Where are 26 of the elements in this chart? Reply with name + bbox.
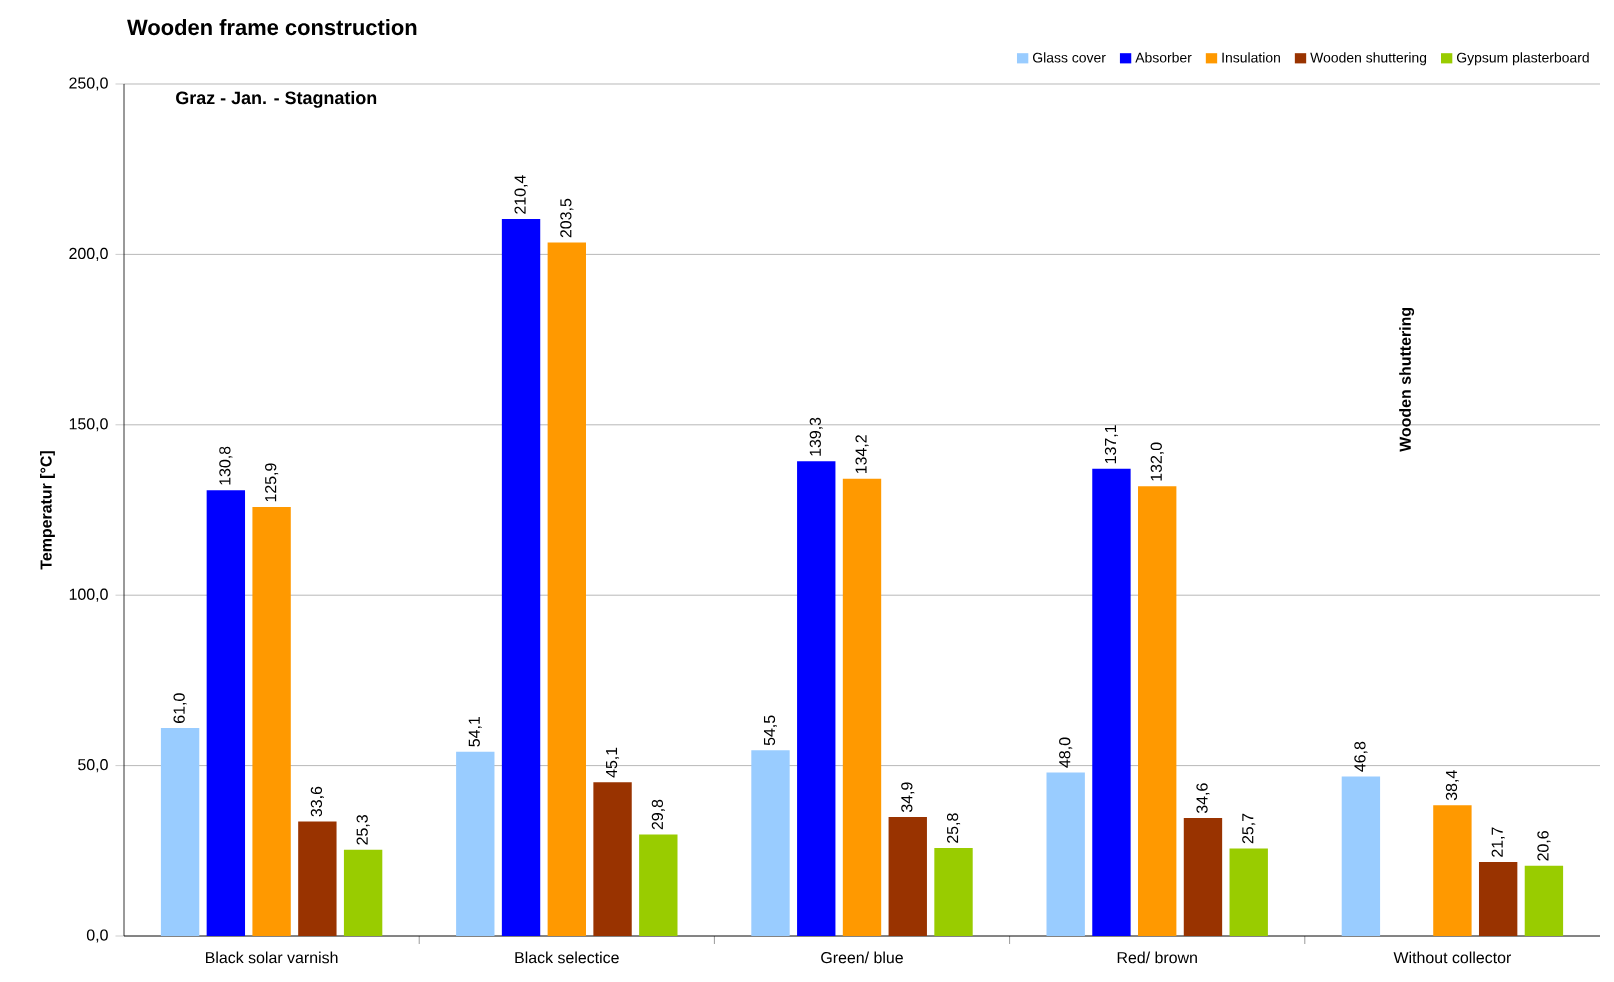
bar	[1183, 818, 1223, 936]
bar	[547, 242, 586, 936]
bar	[160, 728, 200, 936]
bar	[1092, 468, 1131, 936]
bar	[842, 478, 882, 936]
bar	[751, 750, 790, 936]
bar	[206, 490, 246, 936]
bar	[343, 849, 383, 936]
chart-title: Wooden frame construction	[127, 19, 417, 36]
bar	[888, 817, 927, 936]
bar	[934, 848, 973, 936]
bar	[1341, 776, 1381, 936]
bar	[1138, 486, 1177, 936]
chart-subtitle: Graz - Jan. - Stagnation	[176, 91, 377, 108]
bar	[1229, 848, 1268, 936]
bar	[1524, 865, 1564, 936]
bar	[593, 782, 632, 936]
bar	[501, 218, 541, 936]
bar	[298, 821, 337, 936]
bar	[252, 506, 291, 936]
bar	[797, 461, 836, 936]
bar	[1433, 805, 1472, 936]
bar	[456, 751, 495, 936]
bar	[1046, 772, 1085, 936]
bar	[1478, 862, 1518, 936]
bar	[639, 834, 678, 936]
